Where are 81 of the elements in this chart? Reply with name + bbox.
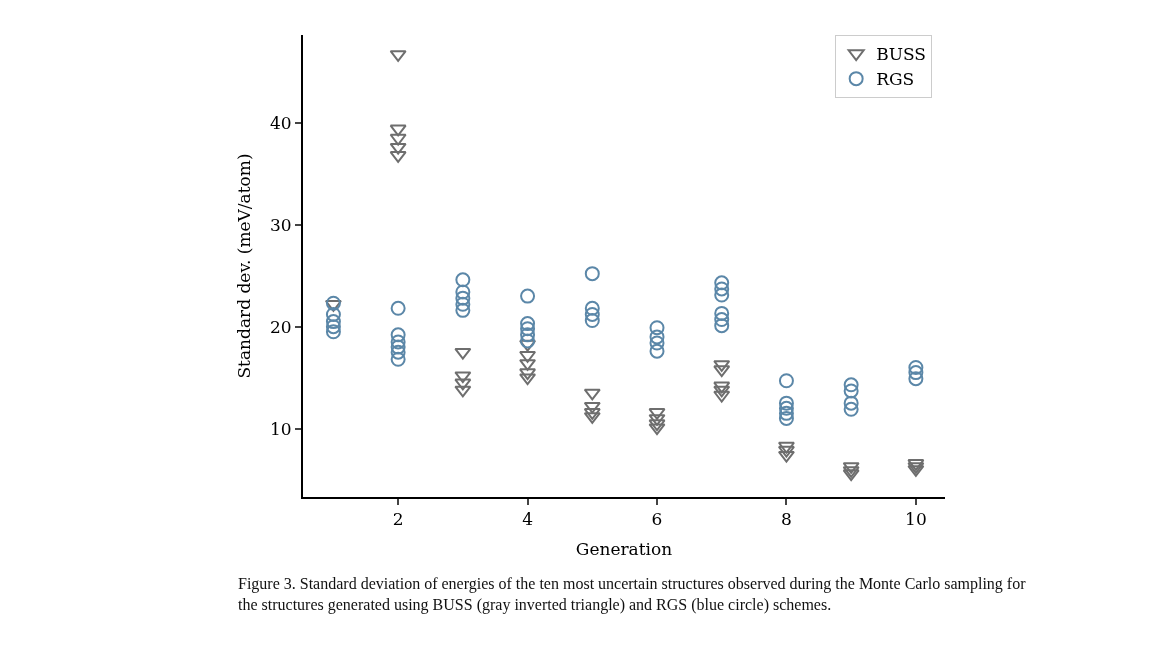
point <box>843 377 859 393</box>
point <box>519 339 537 352</box>
x-tick-label: 4 <box>522 509 533 530</box>
legend-label: RGS <box>876 69 915 90</box>
point <box>778 410 794 426</box>
point <box>777 441 795 454</box>
point <box>648 419 666 432</box>
point <box>325 324 341 340</box>
point <box>777 445 795 458</box>
point <box>390 300 406 316</box>
point <box>520 288 536 304</box>
point <box>713 385 731 398</box>
point <box>714 287 730 303</box>
point <box>649 320 665 336</box>
point <box>454 371 472 384</box>
x-tick-label: 2 <box>392 509 404 530</box>
caption: Figure 3. Standard deviation of energies of the ten most uncertain structures observed during the Monte Carlo sampling for the structures generated using BUSS (gray inverted triangle) and RGS (blue circle) schemes. <box>238 575 1027 614</box>
point <box>390 344 406 360</box>
point <box>519 373 537 386</box>
point <box>455 290 471 306</box>
y-tick-label: 40 <box>269 112 292 133</box>
point <box>777 450 795 463</box>
point <box>520 327 536 343</box>
point <box>714 275 730 291</box>
y-axis-title: Standard dev. (meV/atom) <box>234 153 255 379</box>
point <box>454 347 472 360</box>
point <box>713 365 731 378</box>
point <box>778 395 794 411</box>
point <box>714 305 730 321</box>
point <box>584 306 600 322</box>
point <box>584 300 600 316</box>
point <box>455 296 471 312</box>
point <box>390 334 406 350</box>
point <box>455 284 471 300</box>
point <box>520 321 536 337</box>
point <box>778 373 794 389</box>
point <box>713 381 731 394</box>
point <box>842 469 860 482</box>
point <box>584 266 600 282</box>
point <box>454 378 472 391</box>
x-axis-title: Generation <box>575 539 673 560</box>
point <box>843 401 859 417</box>
x-tick-label: 8 <box>781 509 792 530</box>
point <box>714 312 730 328</box>
point <box>390 351 406 367</box>
point <box>520 333 536 349</box>
y-tick-label: 30 <box>269 214 292 235</box>
x-tick-label: 10 <box>905 509 927 530</box>
point <box>649 335 665 351</box>
point <box>649 329 665 345</box>
point <box>390 327 406 343</box>
point <box>648 423 666 436</box>
point <box>455 302 471 318</box>
x-tick-label: 6 <box>651 509 663 530</box>
point <box>519 368 537 381</box>
point <box>325 306 341 322</box>
point <box>713 390 731 403</box>
point <box>843 383 859 399</box>
point <box>584 313 600 329</box>
y-tick-label: 10 <box>269 418 292 439</box>
point <box>908 371 924 387</box>
point <box>778 400 794 416</box>
point <box>908 359 924 375</box>
point <box>778 405 794 421</box>
point <box>908 365 924 381</box>
point <box>454 385 472 398</box>
point <box>325 314 341 330</box>
point <box>843 395 859 411</box>
point <box>325 319 341 335</box>
point <box>325 295 341 311</box>
point <box>714 281 730 297</box>
point <box>519 350 537 363</box>
point <box>649 343 665 359</box>
y-tick-label: 20 <box>269 316 292 337</box>
point <box>714 318 730 334</box>
point <box>520 316 536 332</box>
point <box>390 339 406 355</box>
point <box>583 401 601 414</box>
legend-label: BUSS <box>876 44 926 65</box>
point <box>455 272 471 288</box>
point <box>583 388 601 401</box>
